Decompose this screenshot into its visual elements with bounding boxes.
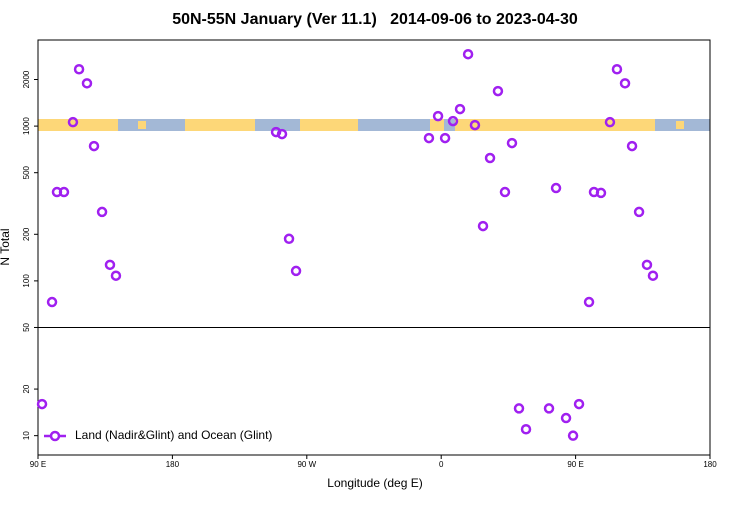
data-point (604, 116, 616, 128)
x-tick-label: 180 (703, 460, 717, 469)
data-point (283, 233, 295, 245)
data-point (58, 186, 70, 198)
data-point (290, 265, 302, 277)
x-tick-label: 90 E (567, 460, 583, 469)
y-tick-label: 1000 (22, 117, 31, 135)
data-point (499, 186, 511, 198)
data-point (67, 116, 79, 128)
plot-frame (37, 39, 711, 456)
y-tick-label: 100 (22, 274, 31, 288)
y-tick-label: 10 (22, 431, 31, 440)
data-point (270, 126, 282, 138)
data-point (88, 140, 100, 152)
data-point (543, 403, 555, 414)
data-point (432, 110, 444, 122)
y-tick-label: 20 (22, 384, 31, 393)
data-point (484, 152, 496, 164)
chart-title: 50N-55N January (Ver 11.1) 2014-09-06 to… (172, 11, 578, 28)
data-point (647, 270, 659, 281)
data-point (583, 296, 595, 308)
data-point (520, 424, 532, 435)
data-point (462, 48, 474, 60)
x-tick-label: 180 (166, 460, 180, 469)
data-point (477, 220, 489, 232)
legend-marker (49, 430, 61, 442)
data-point (447, 115, 459, 127)
data-point (423, 132, 435, 144)
y-tick-label: 500 (22, 165, 31, 179)
data-point (560, 412, 572, 424)
data-point (626, 140, 638, 152)
data-point (96, 206, 108, 218)
data-point (573, 398, 585, 410)
data-point (595, 187, 607, 199)
data-point (276, 128, 288, 140)
data-point (513, 403, 525, 414)
data-point (454, 103, 466, 115)
x-tick-label: 90 E (30, 460, 46, 469)
x-tick-label: 0 (439, 460, 444, 469)
data-point (36, 398, 48, 410)
y-axis-label: N Total (0, 228, 12, 265)
y-tick-label: 2000 (22, 70, 31, 88)
data-point (104, 259, 116, 271)
data-point (73, 63, 85, 75)
data-point (550, 182, 562, 194)
data-point (46, 296, 58, 308)
data-point (492, 85, 504, 97)
data-point (81, 78, 93, 89)
y-tick-label: 50 (22, 322, 31, 331)
data-point (469, 119, 481, 131)
x-axis-label: Longitude (deg E) (327, 476, 422, 490)
data-point (506, 137, 518, 149)
data-point (567, 430, 579, 441)
data-point (633, 206, 645, 218)
legend-label: Land (Nadir&Glint) and Ocean (Glint) (75, 428, 272, 442)
data-point (641, 259, 653, 271)
data-point (110, 270, 122, 281)
y-tick-label: 200 (22, 227, 31, 241)
data-point (439, 132, 451, 144)
land-ocean-strip (38, 119, 710, 131)
x-tick-label: 90 W (297, 460, 316, 469)
data-point (611, 63, 623, 75)
data-point (619, 78, 631, 89)
